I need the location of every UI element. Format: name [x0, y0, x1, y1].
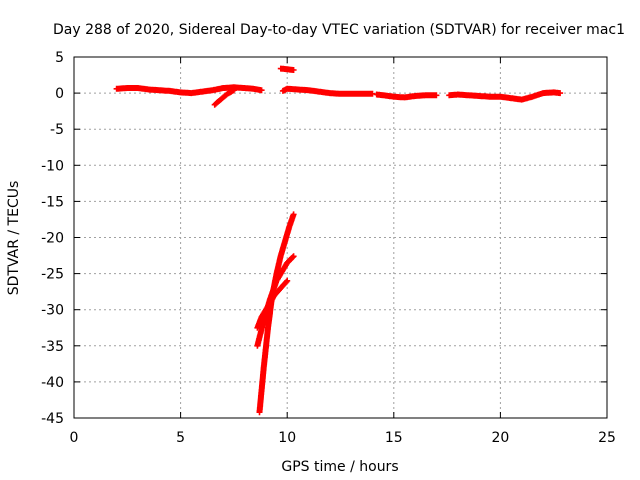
x-tick-label: 15	[385, 430, 403, 446]
x-tick-label: 25	[598, 430, 616, 446]
data-point-group	[113, 84, 265, 97]
x-axis-label: GPS time / hours	[281, 459, 398, 475]
data-point-group	[277, 65, 297, 73]
data-marks	[113, 65, 564, 416]
x-tick-label: 5	[176, 430, 185, 446]
y-tick-label: -35	[41, 339, 64, 355]
data-point-group	[279, 85, 376, 97]
y-tick-label: -40	[41, 375, 64, 391]
x-tick-label: 20	[491, 430, 509, 446]
y-tick-label: 5	[55, 50, 64, 66]
y-tick-label: -20	[41, 231, 64, 247]
data-point-group	[373, 91, 440, 101]
data-point-group	[254, 277, 291, 331]
y-tick-label: -15	[41, 194, 64, 210]
y-tick-label: -10	[41, 158, 64, 174]
x-tick-label: 10	[278, 430, 296, 446]
y-tick-label: 0	[55, 86, 64, 102]
x-tick-label: 0	[70, 430, 79, 446]
axis-ticks: 0 5 10 15 20 25 5 0 -5 -10 -15 -20 -25 -30 -35 -40 -45	[41, 50, 616, 446]
y-tick-label: -5	[50, 122, 64, 138]
y-axis-label: SDTVAR / TECUs	[6, 181, 22, 296]
chart-title: Day 288 of 2020, Sidereal Day-to-day VTE…	[53, 22, 625, 38]
grid-lines	[74, 57, 607, 418]
data-point-group	[446, 89, 564, 103]
y-tick-label: -30	[41, 303, 64, 319]
data-point-group	[211, 87, 237, 108]
y-tick-label: -45	[41, 411, 64, 427]
y-tick-label: -25	[41, 267, 64, 283]
